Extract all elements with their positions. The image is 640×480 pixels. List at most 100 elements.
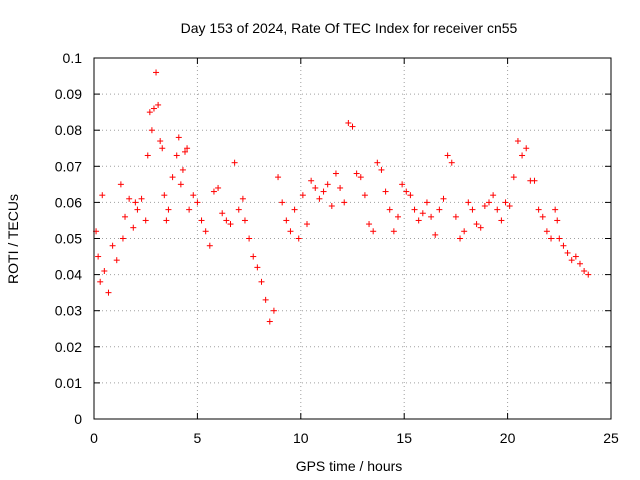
y-tick-label: 0.07 bbox=[55, 158, 82, 174]
data-point bbox=[206, 242, 213, 249]
data-point bbox=[184, 145, 191, 152]
data-point bbox=[394, 213, 401, 220]
data-point bbox=[506, 203, 513, 210]
y-tick-label: 0.08 bbox=[55, 122, 82, 138]
data-point bbox=[304, 221, 311, 228]
data-point bbox=[173, 152, 180, 159]
data-point bbox=[198, 217, 205, 224]
data-point bbox=[223, 217, 230, 224]
data-point bbox=[457, 235, 464, 242]
data-point bbox=[320, 188, 327, 195]
data-point bbox=[153, 69, 160, 76]
data-point bbox=[155, 101, 162, 108]
data-point bbox=[117, 181, 124, 188]
y-tick-label: 0.01 bbox=[55, 375, 82, 391]
data-point bbox=[194, 199, 201, 206]
data-point bbox=[275, 174, 282, 181]
data-point bbox=[382, 188, 389, 195]
data-point bbox=[370, 228, 377, 235]
data-point bbox=[227, 221, 234, 228]
x-tick-labels: 0 5 10 15 20 25 bbox=[90, 430, 619, 446]
data-point bbox=[163, 217, 170, 224]
y-tick-label: 0.09 bbox=[55, 86, 82, 102]
data-point bbox=[246, 235, 253, 242]
data-point bbox=[345, 119, 352, 126]
data-point bbox=[576, 260, 583, 267]
data-point bbox=[161, 192, 168, 199]
data-point bbox=[366, 221, 373, 228]
data-point bbox=[105, 289, 112, 296]
data-point bbox=[585, 271, 592, 278]
data-point bbox=[399, 181, 406, 188]
data-point bbox=[548, 235, 555, 242]
data-point bbox=[254, 264, 261, 271]
data-point bbox=[181, 148, 188, 155]
data-point bbox=[535, 206, 542, 213]
x-tick-label: 25 bbox=[603, 430, 619, 446]
data-point bbox=[215, 184, 222, 191]
data-point bbox=[148, 127, 155, 134]
y-tick-label: 0.02 bbox=[55, 339, 82, 355]
x-tick-label: 15 bbox=[396, 430, 412, 446]
data-point bbox=[386, 206, 393, 213]
data-point bbox=[287, 228, 294, 235]
data-point bbox=[324, 181, 331, 188]
data-point bbox=[250, 253, 257, 260]
data-point bbox=[572, 253, 579, 260]
data-point bbox=[378, 166, 385, 173]
data-point bbox=[169, 174, 176, 181]
data-point bbox=[231, 159, 238, 166]
data-point bbox=[99, 192, 106, 199]
data-point bbox=[432, 231, 439, 238]
data-point bbox=[556, 235, 563, 242]
data-points bbox=[93, 69, 592, 325]
data-point bbox=[498, 217, 505, 224]
data-point bbox=[179, 166, 186, 173]
data-point bbox=[361, 192, 368, 199]
data-point bbox=[469, 206, 476, 213]
data-point bbox=[308, 177, 315, 184]
data-point bbox=[144, 152, 151, 159]
y-tick-label: 0.1 bbox=[63, 50, 83, 66]
data-point bbox=[165, 206, 172, 213]
y-tick-label: 0.06 bbox=[55, 194, 82, 210]
data-point bbox=[312, 184, 319, 191]
data-point bbox=[568, 257, 575, 264]
data-point bbox=[411, 206, 418, 213]
x-tick-label: 0 bbox=[90, 430, 98, 446]
data-point bbox=[564, 249, 571, 256]
data-point bbox=[210, 188, 217, 195]
data-point bbox=[119, 235, 126, 242]
data-point bbox=[531, 177, 538, 184]
data-point bbox=[440, 195, 447, 202]
data-point bbox=[341, 199, 348, 206]
data-point bbox=[270, 307, 277, 314]
data-point bbox=[519, 152, 526, 159]
data-point bbox=[291, 206, 298, 213]
data-point bbox=[581, 267, 588, 274]
data-point bbox=[539, 213, 546, 220]
data-point bbox=[461, 228, 468, 235]
data-point bbox=[423, 199, 430, 206]
data-point bbox=[283, 217, 290, 224]
x-tick-label: 20 bbox=[500, 430, 516, 446]
data-point bbox=[353, 170, 360, 177]
data-point bbox=[419, 210, 426, 217]
data-point bbox=[502, 199, 509, 206]
data-point bbox=[357, 174, 364, 181]
data-point bbox=[113, 257, 120, 264]
data-point bbox=[126, 195, 133, 202]
data-point bbox=[349, 123, 356, 130]
data-point bbox=[132, 199, 139, 206]
x-tick-label: 10 bbox=[293, 430, 309, 446]
data-point bbox=[186, 206, 193, 213]
data-point bbox=[403, 188, 410, 195]
data-point bbox=[448, 159, 455, 166]
data-point bbox=[241, 217, 248, 224]
data-point bbox=[235, 206, 242, 213]
data-point bbox=[452, 213, 459, 220]
data-point bbox=[316, 195, 323, 202]
data-point bbox=[415, 217, 422, 224]
x-tick-label: 5 bbox=[194, 430, 202, 446]
